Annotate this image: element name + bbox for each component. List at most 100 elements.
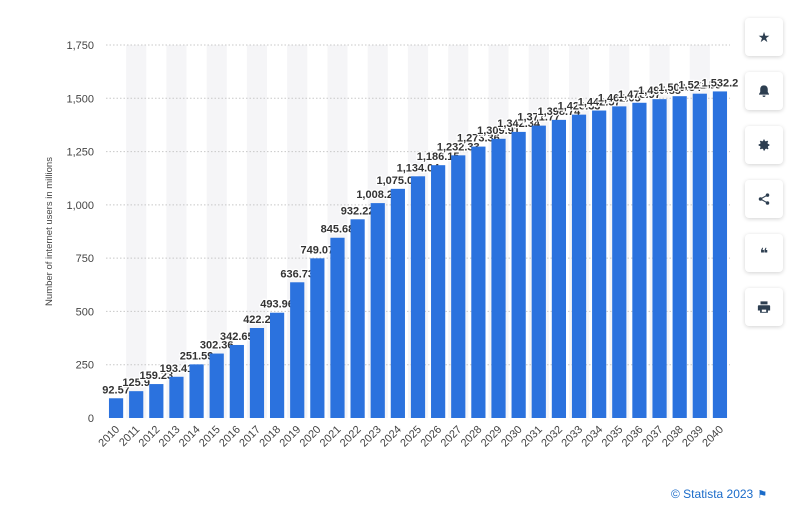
bar xyxy=(310,258,325,418)
bar xyxy=(129,391,144,418)
y-axis-title: Number of internet users in millions xyxy=(44,157,55,306)
data-label: 932.22 xyxy=(341,205,375,217)
data-label: 1,232.33 xyxy=(437,141,480,153)
favorite-button[interactable]: ★ xyxy=(745,18,783,56)
background-band xyxy=(126,45,147,418)
x-tick-label: 2021 xyxy=(318,424,344,450)
data-label: 1,462.05 xyxy=(598,92,641,104)
bell-icon xyxy=(759,85,769,98)
settings-button[interactable] xyxy=(745,126,783,164)
bar xyxy=(350,219,365,418)
x-tick-label: 2035 xyxy=(600,424,626,450)
x-tick-label: 2033 xyxy=(559,424,585,450)
chart-toolbar: ★ ❝ xyxy=(745,18,783,342)
gear-icon xyxy=(758,139,770,151)
data-label: 845.68 xyxy=(321,224,355,236)
bar xyxy=(410,176,426,418)
cite-button[interactable]: ❝ xyxy=(745,234,783,272)
bar xyxy=(592,110,607,418)
share-icon xyxy=(758,193,770,205)
bar xyxy=(511,131,526,418)
y-tick-label: 750 xyxy=(76,253,94,265)
x-tick-label: 2014 xyxy=(177,424,203,450)
x-tick-label: 2010 xyxy=(96,424,122,450)
bar xyxy=(571,114,587,418)
x-tick-label: 2037 xyxy=(640,424,666,450)
bar xyxy=(229,344,244,418)
x-tick-label: 2019 xyxy=(278,424,304,450)
y-tick-label: 500 xyxy=(76,306,94,318)
flag-icon[interactable]: ⚑ xyxy=(757,489,768,501)
bar xyxy=(169,376,184,418)
y-tick-label: 1,000 xyxy=(66,200,94,212)
bar xyxy=(209,353,224,418)
y-tick-label: 1,750 xyxy=(66,40,94,52)
bar xyxy=(672,96,687,418)
y-tick-label: 1,500 xyxy=(66,93,94,105)
statista-credit[interactable]: © Statista 2023 ⚑ xyxy=(671,487,767,501)
bar xyxy=(652,99,667,418)
x-tick-label: 2018 xyxy=(257,424,283,450)
x-tick-label: 2028 xyxy=(459,424,485,450)
x-tick-label: 2017 xyxy=(237,424,263,450)
data-label: 1,532.2 xyxy=(702,77,739,89)
data-label: 342.65 xyxy=(220,331,254,343)
data-label: 636.73 xyxy=(280,268,314,280)
data-label: 1,442.57 xyxy=(578,97,621,109)
y-tick-label: 1,250 xyxy=(66,147,94,159)
data-label: 1,521.55 xyxy=(678,80,721,92)
background-band xyxy=(206,45,227,418)
x-tick-label: 2031 xyxy=(519,424,545,450)
data-label: 1,398.74 xyxy=(537,106,581,118)
notification-button[interactable] xyxy=(745,72,783,110)
quote-icon: ❝ xyxy=(759,244,769,261)
data-label: 1,478.97 xyxy=(618,89,661,101)
share-button[interactable] xyxy=(745,180,783,218)
bar xyxy=(290,282,305,418)
bar xyxy=(370,203,385,418)
data-label: 1,495.85 xyxy=(638,85,681,97)
x-tick-label: 2022 xyxy=(338,424,364,450)
y-tick-label: 250 xyxy=(76,360,94,372)
print-button[interactable] xyxy=(745,288,783,326)
bar xyxy=(451,155,466,419)
credit-text[interactable]: © Statista 2023 xyxy=(671,487,754,501)
print-icon xyxy=(757,301,771,313)
x-tick-label: 2015 xyxy=(197,424,223,450)
x-tick-label: 2020 xyxy=(298,424,324,450)
data-label: 193.41 xyxy=(160,363,194,375)
x-tick-label: 2032 xyxy=(539,424,565,450)
bar xyxy=(551,119,567,418)
bar xyxy=(712,91,728,418)
bar xyxy=(249,328,265,418)
x-tick-label: 2029 xyxy=(479,424,505,450)
x-tick-label: 2023 xyxy=(358,424,384,450)
background-band xyxy=(166,45,187,418)
x-tick-label: 2024 xyxy=(378,424,404,450)
bar xyxy=(189,364,204,418)
x-tick-label: 2025 xyxy=(398,424,424,450)
data-label: 1,134.04 xyxy=(397,162,441,174)
x-tick-label: 2026 xyxy=(418,424,444,450)
bar-chart: 0 250 500 750 1,000 1,250 1,500 1,750 Number of … xyxy=(44,40,740,450)
data-label: 1,309.91 xyxy=(477,125,520,137)
bar xyxy=(390,188,405,418)
x-tick-label: 2027 xyxy=(439,424,465,450)
data-label: 125.9 xyxy=(122,377,150,389)
background-band xyxy=(246,45,268,418)
data-label: 1,342.34 xyxy=(497,118,541,130)
x-tick-label: 2012 xyxy=(137,424,163,450)
data-label: 92.57 xyxy=(102,384,130,396)
bar xyxy=(330,237,345,418)
x-tick-label: 2011 xyxy=(117,424,142,449)
x-tick-label: 2013 xyxy=(157,424,183,450)
data-label: 251.59 xyxy=(180,350,214,362)
bar xyxy=(108,398,124,418)
x-tick-label: 2036 xyxy=(620,424,646,450)
data-label: 1,273.36 xyxy=(457,133,500,145)
bar xyxy=(612,106,627,419)
data-label: 1,371.77 xyxy=(517,112,560,124)
data-label: 493.96 xyxy=(260,299,294,311)
bar xyxy=(471,146,486,418)
data-label: 749.07 xyxy=(301,244,335,256)
